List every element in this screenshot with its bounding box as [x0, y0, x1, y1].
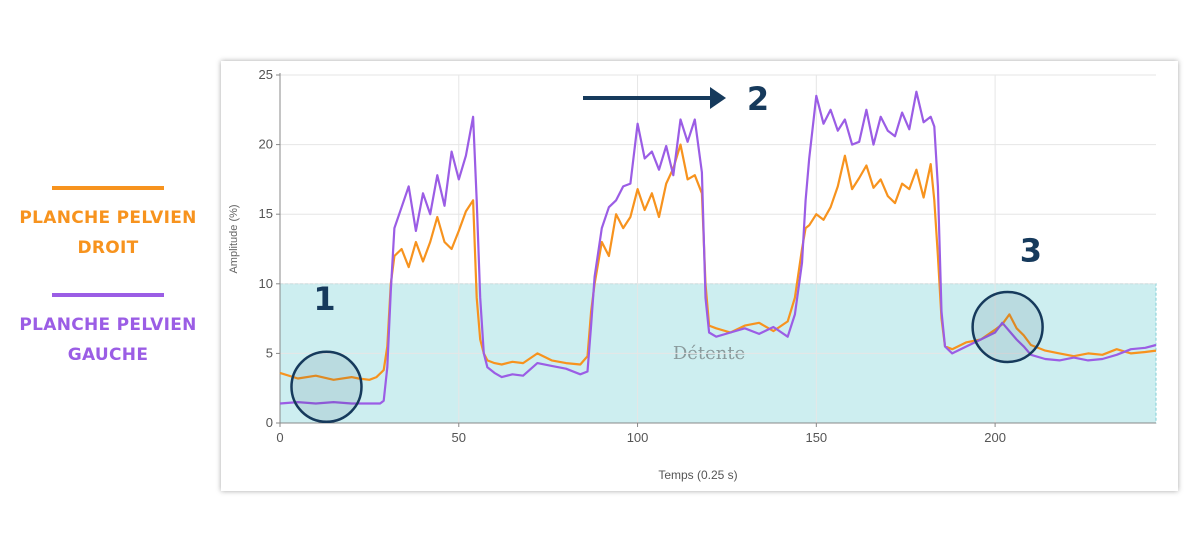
circle-marker-icon [971, 290, 1044, 364]
x-tick-label: 150 [805, 430, 827, 445]
chart-panel: Détente 0 5 10 15 20 25 0 50 100 150 200 Temps (0.2… [221, 61, 1178, 491]
legend-label-left: PLANCHE PELVIEN GAUCHE [19, 315, 197, 365]
arrow-head-icon [710, 87, 726, 109]
y-tick-label: 10 [259, 276, 273, 291]
x-axis-title: Temps (0.25 s) [658, 468, 737, 482]
legend-label-right: PLANCHE PELVIEN DROIT [19, 208, 197, 258]
y-tick-label: 25 [259, 67, 273, 82]
legend-line-left [52, 293, 164, 297]
y-tick-label: 0 [266, 415, 273, 430]
legend-line-right [52, 186, 164, 190]
y-axis-title: Amplitude (%) [228, 204, 240, 273]
annotation-3: 3 [1020, 232, 1042, 270]
y-tick-label: 20 [259, 137, 273, 152]
series-line-left [279, 90, 1157, 405]
legend: PLANCHE PELVIEN DROIT PLANCHE PELVIEN GA… [0, 0, 220, 552]
x-tick-label: 50 [452, 430, 466, 445]
y-tick-label: 5 [266, 345, 273, 360]
x-tick-label: 200 [984, 430, 1006, 445]
x-tick-label: 100 [627, 430, 649, 445]
series-line-right [279, 143, 1157, 381]
x-tick-label: 0 [276, 430, 283, 445]
circle-marker-icon [290, 350, 363, 424]
annotation-2: 2 [747, 80, 769, 118]
y-tick-label: 15 [259, 206, 273, 221]
annotation-1: 1 [313, 280, 335, 318]
